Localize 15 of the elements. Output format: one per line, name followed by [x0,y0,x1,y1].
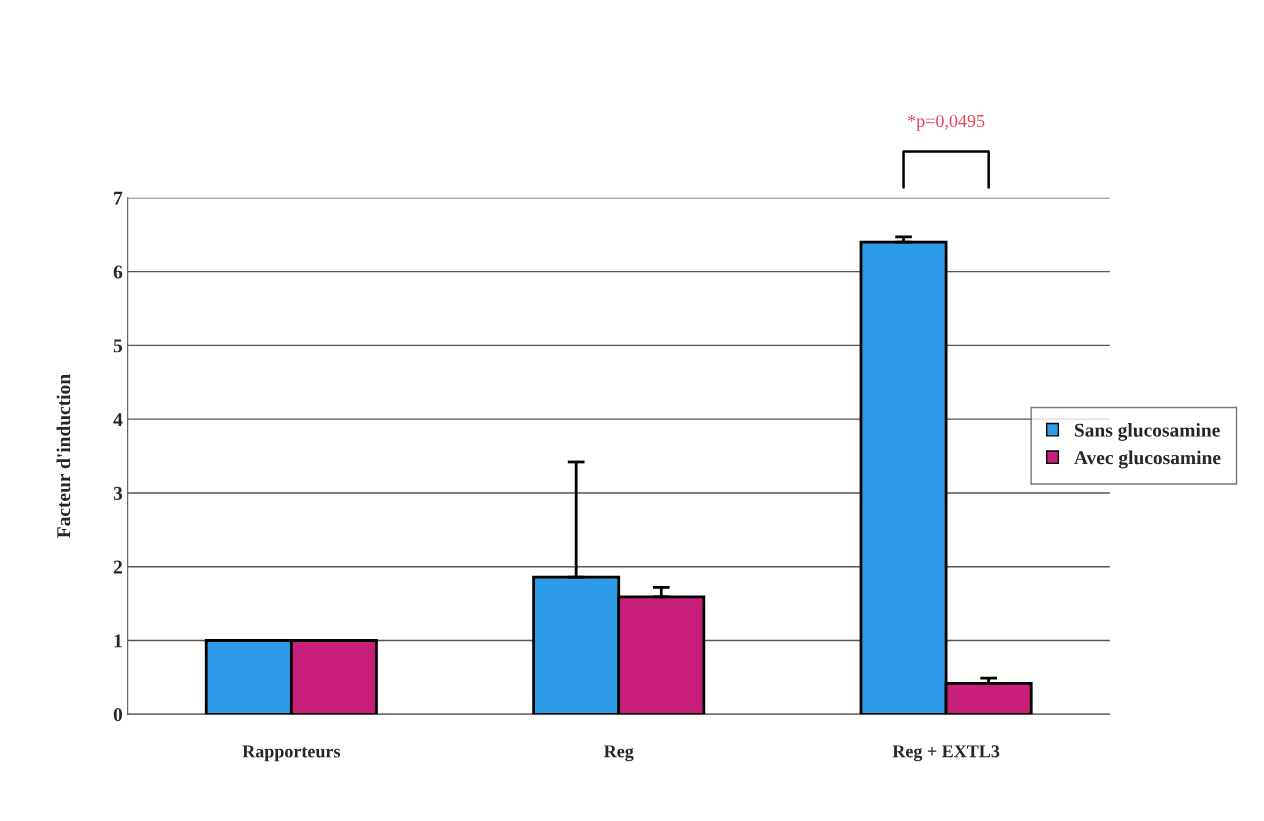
legend-label: Sans glucosamine [1074,423,1220,441]
y-tick-label: 7 [114,191,123,205]
y-tick-label: 2 [113,560,122,574]
x-tick-label: Reg + EXTL3 [892,745,1000,762]
x-tick-label: Rapporteurs [242,745,341,762]
x-tick-label: Reg [603,745,634,762]
y-tick-label: 1 [114,634,122,648]
y-tick-label: 4 [113,413,123,426]
y-axis-title: Facteur d'induction [56,374,71,538]
y-tick-label: 0 [113,708,123,722]
legend-label: Avec glucosamine [1074,450,1221,469]
y-tick-label: 6 [113,265,123,279]
text: *p=0,0495 [908,114,985,131]
y-tick-label: 3 [113,486,123,500]
y-tick-label: 5 [113,339,123,353]
